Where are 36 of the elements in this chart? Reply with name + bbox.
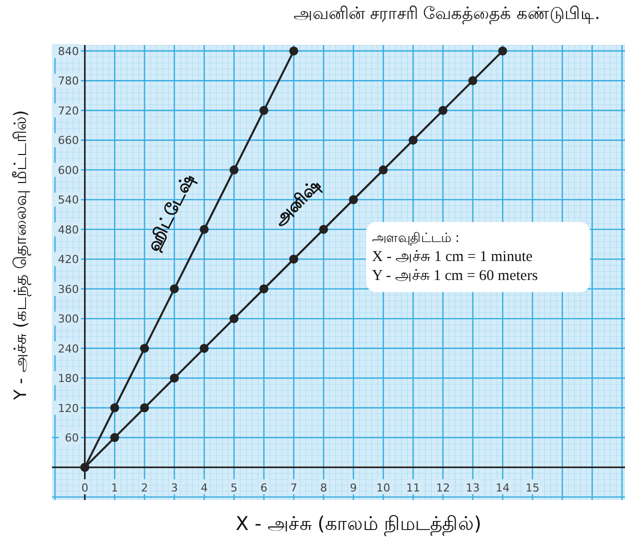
x-tick-label: 6 (260, 481, 268, 494)
y-tick-label: 300 (58, 312, 79, 326)
y-tick-label: 660 (58, 134, 79, 148)
y-tick-label: 180 (58, 372, 79, 386)
x-axis-title: X - அச்சு (காலம் நிமடத்தில்) (236, 513, 482, 536)
annotation: X - அச்சு 1 cm = 1 minute (372, 249, 533, 265)
y-tick-label: 420 (58, 253, 79, 266)
y-tick-label: 60 (64, 432, 79, 445)
x-tick-label: 12 (436, 481, 450, 494)
y-tick-label: 840 (58, 44, 79, 58)
x-tick-label: 14 (496, 481, 510, 494)
x-tick-label: 10 (376, 481, 390, 494)
y-tick-label: 720 (58, 104, 79, 118)
x-tick-label: 2 (141, 481, 148, 494)
x-tick-label: 0 (81, 481, 88, 494)
y-tick-label: 600 (58, 164, 79, 177)
x-tick-label: 1 (111, 481, 118, 494)
y-tick-label: 540 (58, 194, 79, 207)
x-tick-label: 5 (230, 481, 238, 494)
chart-title: அவனின் சராசரி வேகத்தைக் கண்டுபிடி. (293, 4, 600, 24)
y-tick-label: 360 (58, 282, 79, 296)
y-tick-label: 240 (58, 342, 79, 356)
x-tick-label: 9 (350, 481, 357, 494)
x-tick-label: 15 (525, 481, 540, 494)
y-tick-label: 120 (58, 402, 79, 415)
x-tick-label: 4 (200, 481, 208, 494)
x-tick-label: 3 (170, 481, 178, 494)
y-axis-title: Y - அச்சு (கடந்த தொலைவு மீட்டரில்) (11, 110, 31, 401)
y-tick-label: 480 (58, 223, 79, 236)
y-tick-label: 780 (58, 74, 79, 88)
annotation: Y - அச்சு 1 cm = 60 meters (372, 268, 538, 284)
x-tick-label: 13 (466, 481, 480, 494)
x-tick-label: 8 (320, 481, 328, 494)
x-tick-label: 11 (406, 481, 420, 494)
x-tick-label: 7 (290, 481, 298, 494)
annotation: அளவுதிட்டம் : (372, 231, 460, 246)
